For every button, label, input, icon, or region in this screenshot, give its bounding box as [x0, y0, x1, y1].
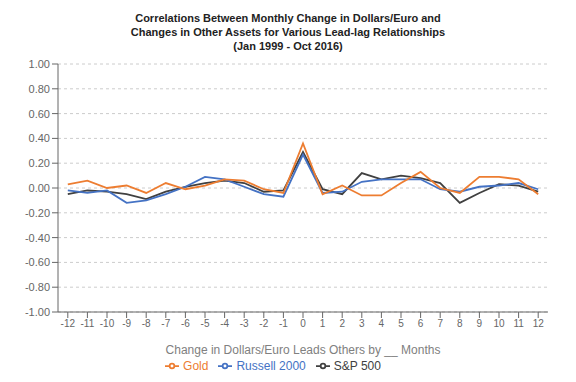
svg-text:-12: -12: [61, 318, 76, 329]
svg-text:0: 0: [300, 318, 306, 329]
html-text:Correlations Between Monthly C: Correlations Between Monthly Change in D…: [135, 12, 441, 24]
svg-text:0.60: 0.60: [29, 108, 50, 120]
svg-text:3: 3: [359, 318, 365, 329]
svg-text:0.00: 0.00: [29, 182, 50, 194]
svg-text:-5: -5: [201, 318, 210, 329]
svg-text:4: 4: [379, 318, 385, 329]
svg-text:Change in Dollars/Euro Leads O: Change in Dollars/Euro Leads Others by _…: [166, 343, 441, 357]
svg-text:-11: -11: [81, 318, 95, 329]
svg-text:-10: -10: [100, 318, 115, 329]
html-text:Changes in Other Assets for Va: Changes in Other Assets for Various Lead…: [130, 26, 446, 38]
svg-text:0.80: 0.80: [29, 83, 50, 95]
svg-text:-9: -9: [122, 318, 131, 329]
svg-text:6: 6: [418, 318, 424, 329]
svg-text:-0.20: -0.20: [25, 207, 50, 219]
svg-text:-6: -6: [181, 318, 190, 329]
svg-text:7: 7: [437, 318, 443, 329]
svg-text:9: 9: [477, 318, 483, 329]
svg-text:0.20: 0.20: [29, 157, 50, 169]
svg-text:-1.00: -1.00: [25, 306, 50, 318]
svg-text:-0.80: -0.80: [25, 281, 50, 293]
svg-text:1: 1: [320, 318, 326, 329]
html-text:(Jan 1999 - Oct 2016): (Jan 1999 - Oct 2016): [233, 40, 343, 52]
svg-text:2: 2: [339, 318, 345, 329]
svg-text:-3: -3: [240, 318, 249, 329]
html-text:Gold: Gold: [183, 359, 209, 373]
svg-text:10: 10: [493, 318, 505, 329]
svg-text:12: 12: [533, 318, 545, 329]
svg-text:-2: -2: [259, 318, 268, 329]
html-text:S&P 500: S&P 500: [333, 359, 381, 373]
svg-text:-1: -1: [279, 318, 288, 329]
svg-text:5: 5: [398, 318, 404, 329]
html-text:Russell 2000: Russell 2000: [236, 359, 306, 373]
svg-text:-7: -7: [161, 318, 170, 329]
svg-text:-0.40: -0.40: [25, 232, 50, 244]
svg-text:-4: -4: [220, 318, 229, 329]
svg-text:0.40: 0.40: [29, 132, 50, 144]
svg-text:11: 11: [513, 318, 524, 329]
svg-text:1.00: 1.00: [29, 58, 50, 70]
svg-text:8: 8: [457, 318, 463, 329]
svg-text:-8: -8: [142, 318, 151, 329]
svg-text:-0.60: -0.60: [25, 256, 50, 268]
